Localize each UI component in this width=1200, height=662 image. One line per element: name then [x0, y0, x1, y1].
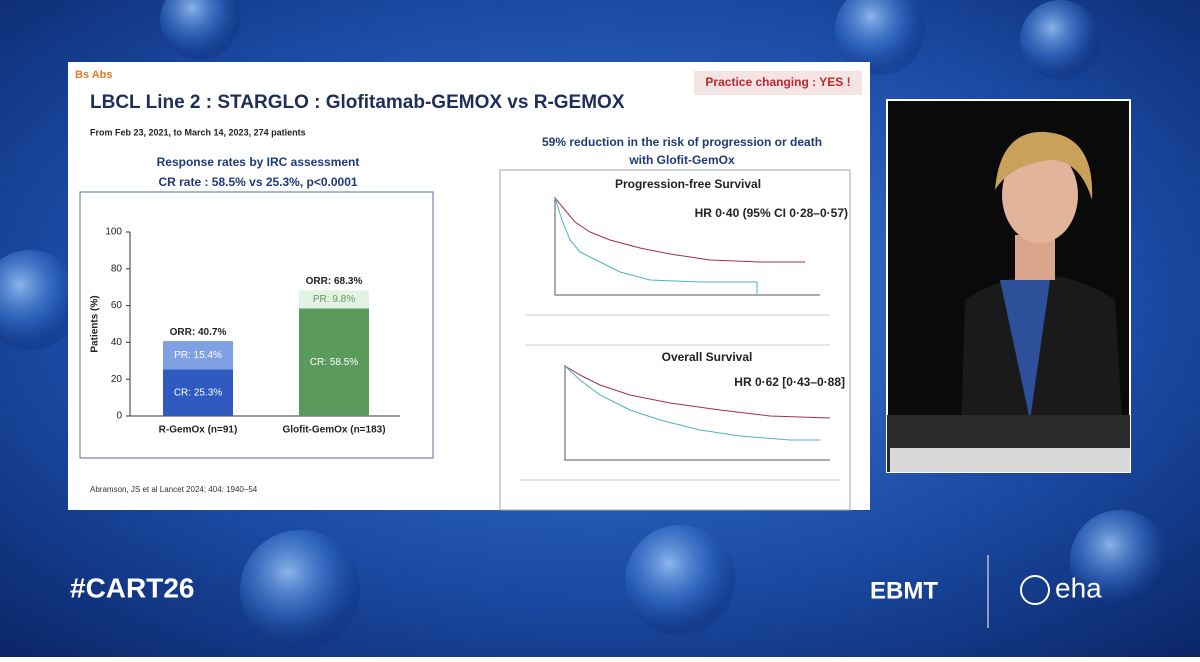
hashtag: #CART26: [70, 572, 194, 603]
y-axis-label: Patients (%): [90, 295, 101, 352]
y-tick-label: 0: [116, 411, 122, 422]
eha-icon: [1020, 575, 1050, 605]
pfs-title: Progression-free Survival: [615, 177, 761, 191]
value-label: CR: 58.5%: [310, 357, 358, 368]
cells: [0, 0, 1170, 650]
bar-segment: [163, 341, 233, 370]
value-label: PR: 9.8%: [313, 294, 355, 305]
value-label: PR: 15.4%: [174, 350, 222, 361]
os-title: Overall Survival: [662, 350, 753, 364]
slide-title: LBCL Line 2 : STARGLO : Glofitamab-GEMOX…: [90, 92, 625, 113]
bar-segment: [299, 290, 369, 309]
subtitle: From Feb 23, 2021, to March 14, 2023, 27…: [90, 127, 306, 137]
chart-frame: [79, 191, 434, 459]
logo-eha: eha: [1055, 572, 1102, 603]
x-tick-label: Glofit-GemOx (n=183): [282, 425, 385, 436]
total-label: ORR: 68.3%: [306, 276, 363, 287]
citation: Abramson, JS et al Lancet 2024; 404: 194…: [90, 485, 258, 494]
os-plot: [520, 365, 840, 481]
left-subheading: CR rate : 58.5% vs 25.3%, p<0.0001: [158, 175, 357, 189]
pfs-hr: HR 0·40 (95% CI 0·28–0·57): [695, 206, 848, 220]
right-heading: 59% reduction in the risk of progression…: [542, 135, 822, 149]
left-heading: Response rates by IRC assessment: [157, 155, 360, 169]
y-tick-label: 100: [105, 227, 122, 238]
os-hr: HR 0·62 [0·43–0·88]: [734, 375, 845, 389]
y-tick-label: 60: [111, 300, 123, 311]
bar-segment: [299, 308, 369, 416]
y-tick-label: 40: [111, 337, 123, 348]
badge: Practice changing : YES !: [705, 75, 850, 89]
speaker: [887, 131, 1130, 472]
x-tick-label: R-GemOx (n=91): [159, 425, 238, 436]
logo-ebmt: EBMT: [870, 577, 938, 604]
pfs-plot: [525, 197, 830, 346]
y-tick-label: 20: [111, 374, 123, 385]
bar-chart: 0 20 40 60 80 100 CR: 25.3% PR: 15.4% ORR: 40.7%…: [105, 227, 400, 436]
slide-tag: Bs Abs: [75, 69, 113, 81]
right-heading-2: with Glofit-GemOx: [628, 153, 735, 167]
y-tick-label: 80: [111, 263, 123, 274]
value-label: CR: 25.3%: [174, 387, 222, 398]
km-frame: [499, 169, 851, 511]
total-label: ORR: 40.7%: [170, 327, 227, 338]
badge-box: [694, 71, 862, 95]
bar-segment: [163, 369, 233, 416]
